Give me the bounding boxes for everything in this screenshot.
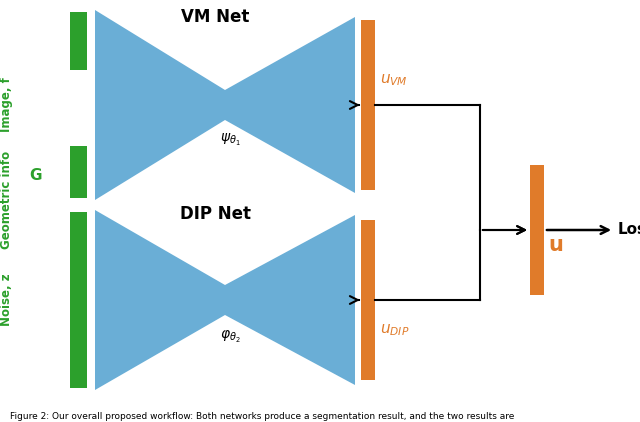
Text: Geometric info: Geometric info [1, 151, 13, 249]
Bar [70, 212, 87, 388]
Bar [70, 12, 87, 70]
Text: Noise, z: Noise, z [1, 274, 13, 326]
Polygon shape [95, 10, 355, 200]
Text: $\varphi_{\theta_2}$: $\varphi_{\theta_2}$ [220, 329, 241, 345]
Text: $u_{VM}$: $u_{VM}$ [380, 72, 408, 88]
Bar [530, 165, 544, 295]
Text: $\psi_{\theta_1}$: $\psi_{\theta_1}$ [220, 132, 241, 148]
Text: Loss: Loss [618, 222, 640, 238]
Text: $u_{DIP}$: $u_{DIP}$ [380, 322, 410, 338]
Text: Figure 2: Our overall proposed workflow: Both networks produce a segmentation re: Figure 2: Our overall proposed workflow:… [10, 412, 515, 421]
Text: VM Net: VM Net [181, 8, 249, 26]
Bar [361, 220, 375, 380]
Text: Image, f: Image, f [1, 78, 13, 133]
Text: G: G [29, 168, 41, 182]
Bar [361, 20, 375, 190]
Text: $\mathbf{u}$: $\mathbf{u}$ [548, 235, 563, 255]
Polygon shape [95, 210, 355, 390]
Text: DIP Net: DIP Net [179, 205, 250, 223]
Bar [70, 146, 87, 198]
